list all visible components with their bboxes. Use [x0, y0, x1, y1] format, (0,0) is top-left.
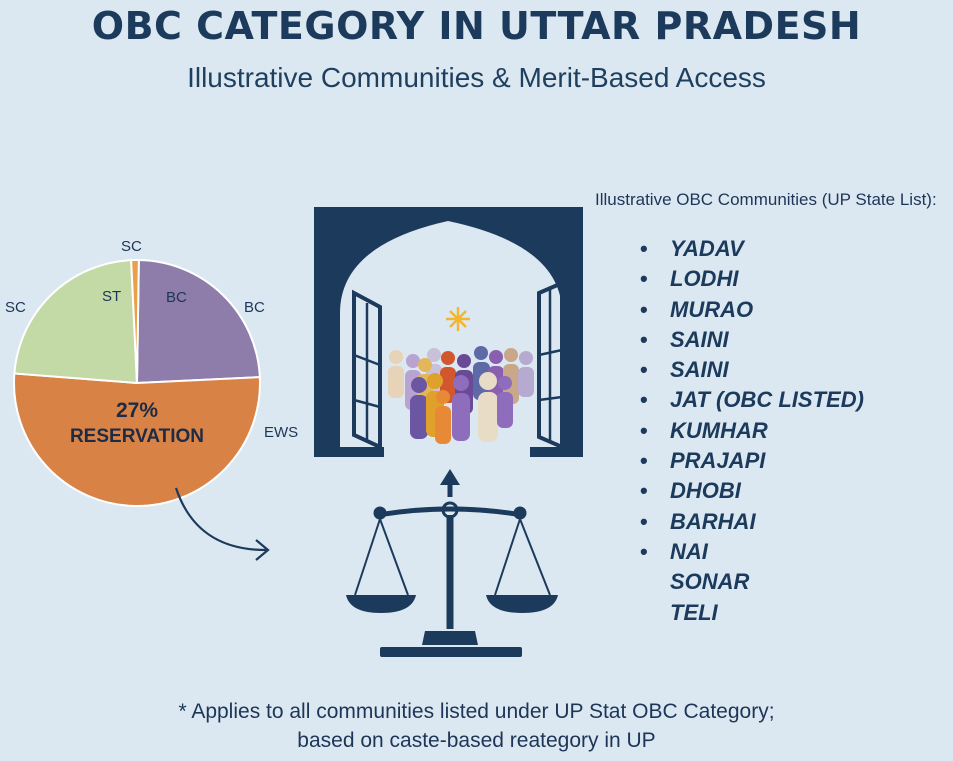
- pie-label-bc-inner: BC: [166, 289, 187, 306]
- community-item: • NAI: [640, 537, 864, 567]
- bullet-icon: •: [640, 478, 648, 504]
- bullet-icon: •: [640, 357, 648, 383]
- pie-slices: [13, 258, 261, 507]
- community-name: SAINI: [670, 326, 729, 352]
- community-item: • LODHI: [640, 264, 864, 294]
- bullet-icon: •: [640, 387, 648, 413]
- pie-label-ews: EWS: [264, 424, 298, 441]
- community-name: MURAO: [670, 296, 754, 322]
- community-item: • MURAO: [640, 295, 864, 325]
- pie-slice-sc: [130, 259, 140, 384]
- curved-arrow-head: [255, 539, 270, 561]
- community-item: • PRAJAPI: [640, 446, 864, 476]
- page-subtitle: Illustrative Communities & Merit-Based A…: [187, 62, 766, 93]
- community-name: TELI: [670, 599, 718, 625]
- star-icon: [446, 307, 470, 331]
- community-item: • YADAV: [640, 234, 864, 264]
- pie-center-text: RESERVATION: [70, 426, 204, 447]
- community-item: • KUMHAR: [640, 416, 864, 446]
- community-name: SAINI: [670, 357, 729, 383]
- reservation-pie-chart: SC SC ST BC BC EWS 27% RESERVATION: [5, 238, 298, 561]
- community-name: LODHI: [670, 266, 739, 292]
- bullet-icon: •: [640, 266, 648, 292]
- community-item: •SONAR: [640, 567, 864, 597]
- community-item: •TELI: [640, 598, 864, 628]
- communities-list: • YADAV • LODHI • MURAO • SAINI • SAINI • JAT (OBC …: [640, 234, 864, 628]
- bullet-icon: •: [640, 417, 648, 443]
- community-name: BARHAI: [670, 508, 756, 534]
- community-name: PRAJAPI: [670, 448, 766, 474]
- bullet-icon: •: [640, 296, 648, 322]
- page-title: OBC CATEGORY IN UTTAR PRADESH: [91, 4, 862, 48]
- scales-of-justice-icon: [346, 501, 558, 657]
- pie-slice-st: [13, 259, 139, 385]
- community-item: • DHOBI: [640, 476, 864, 506]
- bullet-icon: •: [640, 236, 648, 261]
- community-name: KUMHAR: [670, 417, 768, 443]
- arrow-up-icon: [440, 469, 460, 497]
- community-name: SONAR: [670, 569, 750, 595]
- bullet-icon: •: [640, 326, 648, 352]
- footnote-line-1: * Applies to all communities listed unde…: [178, 700, 775, 723]
- pie-label-sc-left: SC: [5, 299, 26, 316]
- bullet-icon: •: [640, 448, 648, 474]
- community-item: • JAT (OBC LISTED): [640, 385, 864, 415]
- community-item: • SAINI: [640, 355, 864, 385]
- community-name: JAT (OBC LISTED): [670, 387, 864, 413]
- pie-label-bc-outer: BC: [244, 299, 265, 316]
- bullet-icon: •: [640, 508, 648, 534]
- community-item: • BARHAI: [640, 507, 864, 537]
- community-name: DHOBI: [670, 478, 741, 504]
- pie-label-st: ST: [102, 288, 121, 305]
- access-illustration: [314, 207, 583, 657]
- community-item: • SAINI: [640, 325, 864, 355]
- bullet-icon: •: [640, 538, 648, 564]
- pie-slice-bc: [135, 258, 261, 385]
- pie-slice-27-reservation: [13, 372, 261, 507]
- community-name: NAI: [670, 538, 708, 564]
- communities-heading: Illustrative OBC Communities (UP State L…: [595, 190, 937, 209]
- pie-center-percent: 27%: [116, 399, 158, 422]
- pie-label-sc-top: SC: [121, 238, 142, 255]
- people-group-icon: [388, 346, 534, 444]
- footnote-line-2: based on caste-based reategory in UP: [297, 729, 656, 752]
- curved-arrow-icon: [174, 487, 267, 552]
- gate-icon: [314, 207, 583, 457]
- community-name: YADAV: [670, 236, 744, 261]
